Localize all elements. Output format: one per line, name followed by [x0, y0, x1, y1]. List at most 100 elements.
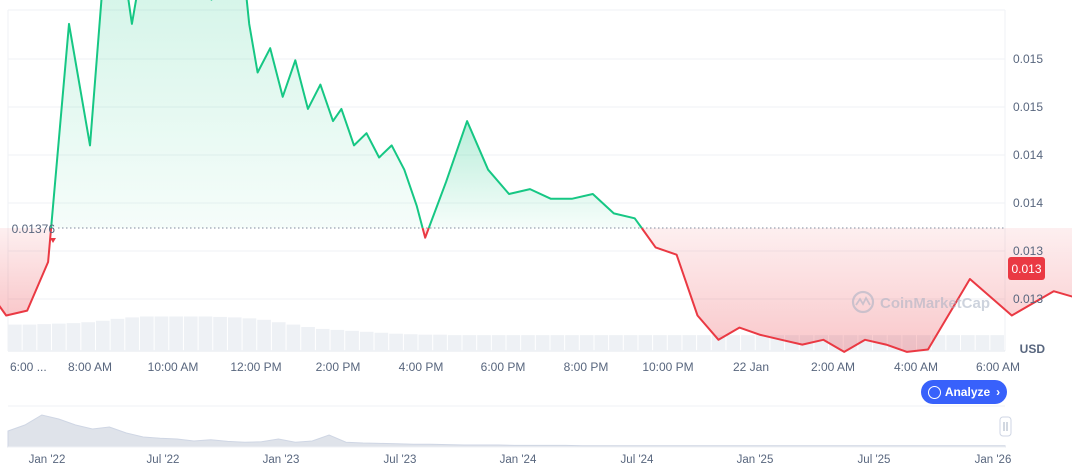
- volume-bar: [139, 316, 154, 351]
- volume-bar: [66, 323, 81, 351]
- price-line-up[interactable]: [427, 120, 643, 229]
- x-tick-label: 6:00 ...: [10, 360, 47, 374]
- price-line-down[interactable]: [421, 227, 430, 239]
- volume-bar: [741, 335, 755, 351]
- y-tick-label: 0.013: [1013, 292, 1043, 306]
- navigator-tick-label: Jan '23: [263, 454, 300, 466]
- volume-bar: [286, 324, 301, 351]
- volume-bar: [638, 335, 653, 351]
- x-tick-label: 8:00 PM: [564, 360, 609, 374]
- volume-bar: [477, 335, 491, 351]
- navigator-tick-label: Jan '24: [500, 454, 537, 466]
- drag-handle-icon[interactable]: [999, 416, 1012, 437]
- volume-bar: [961, 335, 975, 351]
- volume-bar: [579, 335, 594, 351]
- x-tick-label: 2:00 PM: [316, 360, 361, 374]
- analyze-label: Analyze: [944, 385, 991, 399]
- volume-bar: [389, 333, 403, 351]
- x-tick-label: 10:00 AM: [148, 360, 199, 374]
- volume-bar: [403, 334, 418, 351]
- volume-bar: [81, 322, 95, 351]
- navigator-tick-label: Jul '22: [147, 454, 180, 466]
- navigator-tick-label: Jul '24: [621, 454, 654, 466]
- volume-bar: [227, 317, 242, 351]
- volume-bar: [755, 335, 770, 351]
- navigator-area: [7, 414, 1006, 448]
- baseline-label: 0.01376: [12, 222, 56, 236]
- x-tick-label: 2:00 AM: [811, 360, 855, 374]
- volume-bar: [110, 318, 125, 351]
- volume-bars: [8, 316, 1004, 351]
- volume-bar: [667, 335, 682, 351]
- volume-bar: [946, 335, 961, 351]
- price-line-down[interactable]: [0, 227, 53, 317]
- y-tick-label: 0.014: [1013, 196, 1043, 210]
- currency-label: USD: [1020, 342, 1046, 356]
- volume-bar: [257, 319, 271, 351]
- price-area-up: [51, 0, 423, 228]
- price-line-down[interactable]: [640, 227, 1072, 353]
- y-tick-label: 0.015: [1013, 100, 1043, 114]
- watermark-text: CoinMarketCap: [880, 295, 990, 312]
- volume-bar: [330, 329, 345, 351]
- volume-bar: [22, 324, 37, 351]
- volume-bar: [433, 334, 447, 351]
- volume-bar: [271, 322, 286, 351]
- volume-bar: [506, 335, 521, 351]
- volume-bar: [447, 335, 462, 351]
- chevron-right-icon: ›: [996, 385, 1001, 399]
- x-tick-label: 6:00 PM: [481, 360, 526, 374]
- volume-bar: [726, 335, 741, 351]
- x-tick-label: 12:00 PM: [230, 360, 281, 374]
- volume-bar: [623, 335, 638, 351]
- y-tick-label: 0.014: [1013, 148, 1043, 162]
- price-line[interactable]: [0, 0, 1072, 353]
- price-area-down: [641, 228, 1072, 352]
- volume-bar: [315, 328, 330, 351]
- x-tick-label: 22 Jan: [733, 360, 769, 374]
- volume-bar: [213, 316, 227, 351]
- price-area-up: [428, 121, 642, 228]
- volume-bar: [711, 335, 726, 351]
- volume-bar: [491, 335, 506, 351]
- x-axis-labels: 6:00 ... 8:00 AM 10:00 AM 12:00 PM 2:00 PM 4:…: [10, 360, 1020, 374]
- volume-bar: [51, 323, 66, 351]
- volume-bar: [198, 316, 213, 351]
- volume-bar: [682, 335, 697, 351]
- volume-bar: [183, 316, 198, 351]
- volume-bar: [345, 330, 359, 351]
- price-line-up[interactable]: [50, 0, 424, 229]
- navigator-axis-labels: Jan '22 Jul '22 Jan '23 Jul '23 Jan '24 Jul '…: [29, 454, 1012, 466]
- x-tick-label: 4:00 AM: [894, 360, 938, 374]
- analyze-button[interactable]: Analyze ›: [921, 380, 1007, 404]
- volume-bar: [535, 335, 550, 351]
- volume-bar: [653, 335, 667, 351]
- volume-bar: [550, 335, 565, 351]
- navigator-tick-label: Jan '25: [737, 454, 774, 466]
- volume-bar: [975, 335, 990, 351]
- y-tick-label: 0.015: [1013, 52, 1043, 66]
- current-price-label: 0.013: [1011, 262, 1041, 276]
- x-tick-label: 6:00 AM: [976, 360, 1020, 374]
- volume-bar: [521, 335, 535, 351]
- volume-bar: [594, 335, 609, 351]
- range-navigator[interactable]: Jan '22 Jul '22 Jan '23 Jul '23 Jan '24 Jul '…: [7, 405, 1012, 466]
- x-tick-label: 10:00 PM: [642, 360, 693, 374]
- volume-bar: [462, 335, 477, 351]
- volume-bar: [359, 331, 374, 351]
- baseline-marker-icon: [50, 238, 56, 243]
- x-tick-label: 4:00 PM: [399, 360, 444, 374]
- navigator-tick-label: Jan '22: [29, 454, 66, 466]
- navigator-tick-label: Jul '23: [384, 454, 417, 466]
- y-tick-label: 0.013: [1013, 244, 1043, 258]
- volume-bar: [990, 335, 1004, 351]
- volume-bar: [565, 335, 579, 351]
- x-tick-label: 8:00 AM: [68, 360, 112, 374]
- volume-bar: [95, 320, 110, 351]
- volume-bar: [609, 335, 623, 351]
- current-price-badge: 0.013: [1008, 257, 1045, 280]
- volume-bar: [125, 317, 139, 351]
- price-area: [0, 0, 1072, 352]
